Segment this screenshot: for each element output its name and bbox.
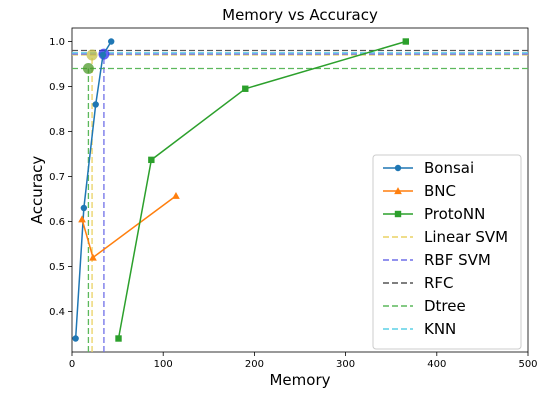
legend-label: RFC	[424, 274, 454, 292]
legend-label: RBF SVM	[424, 251, 491, 269]
y-tick-label: 0.7	[49, 172, 65, 183]
series-point	[92, 101, 99, 108]
x-tick-label: 100	[154, 359, 173, 370]
x-tick-label: 0	[69, 359, 75, 370]
x-axis-label: Memory	[269, 371, 330, 389]
axes-frame	[71, 27, 529, 353]
legend-label: ProtoNN	[424, 205, 485, 223]
plot-area: 0 100 200 300 400 500 0.4 0.5 0.6 0.7 0.8 0.9 1.0	[49, 27, 538, 370]
series-point	[99, 51, 107, 59]
x-tick-label: 500	[518, 359, 537, 370]
series-point	[89, 253, 97, 261]
series-line	[81, 195, 177, 259]
y-axis-label: Accuracy	[28, 156, 46, 225]
legend-box	[372, 154, 522, 350]
y-tick-label: 1.0	[49, 37, 65, 48]
baseline-point	[82, 63, 94, 74]
series-line	[117, 40, 407, 339]
y-tick-label: 0.5	[49, 262, 65, 273]
series-point	[172, 192, 180, 199]
series-point	[80, 204, 88, 212]
series-point	[402, 38, 409, 45]
series-point	[148, 156, 155, 164]
x-tick-label: 300	[336, 359, 355, 370]
baseline-point	[86, 49, 98, 61]
x-tick-label: 200	[245, 359, 264, 370]
x-tick-label: 400	[427, 359, 446, 370]
legend-label: Bonsai	[424, 159, 474, 177]
legend-swatch-marker	[394, 164, 402, 172]
y-tick-label: 0.6	[49, 217, 65, 228]
series-point	[115, 335, 122, 342]
legend-label: BNC	[424, 182, 456, 200]
y-tick-label: 0.8	[49, 127, 65, 138]
series-point	[242, 85, 249, 92]
series-point	[108, 38, 115, 45]
series-point	[72, 335, 79, 342]
series-point	[78, 215, 86, 223]
series-line	[74, 41, 112, 339]
chart-title: Memory vs Accuracy	[222, 6, 378, 24]
legend-swatch-marker	[394, 210, 402, 218]
legend-label: Linear SVM	[424, 228, 508, 246]
y-tick-label: 0.9	[49, 82, 65, 93]
y-tick-label: 0.4	[49, 307, 65, 318]
legend-label: KNN	[424, 320, 456, 338]
legend-label: Dtree	[424, 297, 466, 315]
legend: Bonsai BNC ProtoNN Linear SVM RBF SVM RFC Dtre…	[372, 154, 522, 350]
legend-swatch-marker	[394, 187, 402, 195]
